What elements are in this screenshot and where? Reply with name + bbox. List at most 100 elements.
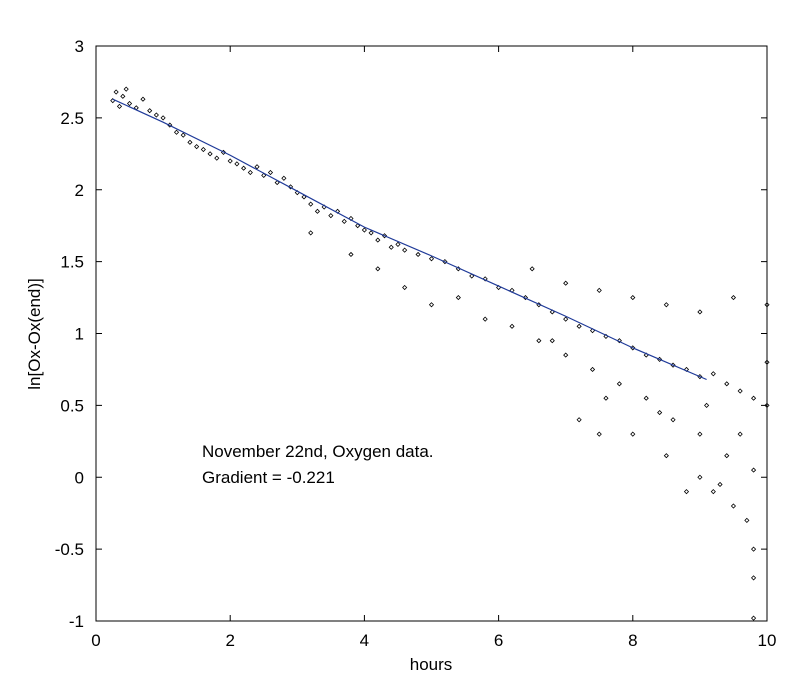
data-point <box>751 615 757 621</box>
data-point <box>455 294 461 301</box>
y-tick-label: 0.5 <box>60 396 84 415</box>
fit-line <box>112 98 707 381</box>
data-point <box>402 284 408 291</box>
data-point <box>536 338 542 344</box>
data-point <box>160 115 166 121</box>
data-point <box>596 431 602 437</box>
data-point <box>482 276 488 282</box>
x-axis-ticks: 0 2 4 6 8 10 <box>91 46 776 650</box>
data-point <box>730 503 737 509</box>
data-point <box>116 103 123 109</box>
data-point <box>670 417 676 423</box>
data-point <box>261 172 267 178</box>
data-point <box>375 266 381 272</box>
data-point <box>603 395 609 401</box>
y-tick-label: 2 <box>75 181 84 200</box>
data-point <box>147 108 153 114</box>
y-axis-ticks: -1 -0.5 0 0.5 1 1.5 2 2.5 3 <box>55 37 767 631</box>
data-point <box>697 474 703 480</box>
data-point <box>200 146 206 153</box>
data-point <box>267 169 274 176</box>
data-point <box>180 132 186 138</box>
data-point <box>368 230 374 236</box>
x-tick-label: 0 <box>91 631 100 650</box>
data-point <box>123 86 129 92</box>
data-point <box>120 93 126 99</box>
y-tick-label: -0.5 <box>55 540 84 559</box>
x-tick-label: 4 <box>360 631 369 650</box>
data-point <box>301 194 307 200</box>
data-point <box>549 338 555 344</box>
data-point <box>126 100 133 107</box>
data-point <box>576 417 582 423</box>
data-point <box>247 169 253 176</box>
data-point <box>751 575 757 581</box>
y-tick-label: 0 <box>75 468 84 487</box>
data-point <box>207 151 213 157</box>
annotation-line-2: Gradient = -0.221 <box>202 468 335 487</box>
x-tick-label: 2 <box>225 631 234 650</box>
data-point <box>616 381 622 387</box>
data-point <box>529 266 535 272</box>
data-point <box>388 244 394 250</box>
data-point <box>717 481 723 488</box>
y-tick-label: 1.5 <box>60 253 84 272</box>
x-axis-title: hours <box>410 655 453 674</box>
data-point <box>348 251 354 258</box>
data-point <box>227 158 233 164</box>
data-point <box>173 129 180 135</box>
fit-line-path <box>112 98 707 381</box>
data-point <box>194 144 200 150</box>
y-tick-label: -1 <box>69 612 84 631</box>
y-tick-label: 1 <box>75 325 84 344</box>
data-point <box>241 165 247 171</box>
data-point <box>563 280 569 286</box>
data-point <box>730 294 737 301</box>
x-tick-label: 10 <box>758 631 777 650</box>
data-point <box>328 213 334 219</box>
data-point <box>234 161 240 167</box>
data-point <box>563 352 569 358</box>
data-point <box>697 309 703 315</box>
data-point <box>576 323 582 329</box>
data-point <box>663 302 669 308</box>
data-point <box>724 381 730 387</box>
data-point <box>737 431 743 437</box>
data-point <box>361 227 367 233</box>
data-point <box>704 402 710 408</box>
data-point <box>710 489 716 495</box>
data-point <box>308 230 314 236</box>
data-point <box>751 546 757 552</box>
data-point <box>395 241 401 247</box>
data-point <box>596 287 602 293</box>
data-point <box>187 139 193 145</box>
data-point <box>274 179 280 186</box>
data-point <box>341 218 347 224</box>
data-point <box>751 467 757 473</box>
data-point <box>415 251 421 258</box>
data-point <box>482 316 488 322</box>
data-point <box>428 302 435 308</box>
data-point <box>314 208 320 214</box>
x-tick-label: 6 <box>494 631 503 650</box>
data-point <box>355 223 361 229</box>
data-point <box>589 366 596 373</box>
data-point <box>697 431 703 437</box>
data-point <box>428 256 435 262</box>
data-point <box>375 237 381 243</box>
data-point <box>616 338 622 344</box>
data-point <box>153 112 159 118</box>
data-point <box>751 395 757 401</box>
data-point <box>764 302 770 308</box>
data-point <box>663 453 669 459</box>
data-point <box>509 323 515 329</box>
data-point <box>402 247 408 253</box>
x-tick-label: 8 <box>628 631 637 650</box>
data-point <box>643 395 649 401</box>
data-point <box>683 489 690 495</box>
data-point <box>737 388 743 394</box>
data-points <box>110 86 770 621</box>
data-point <box>140 96 146 102</box>
data-point <box>724 453 730 459</box>
